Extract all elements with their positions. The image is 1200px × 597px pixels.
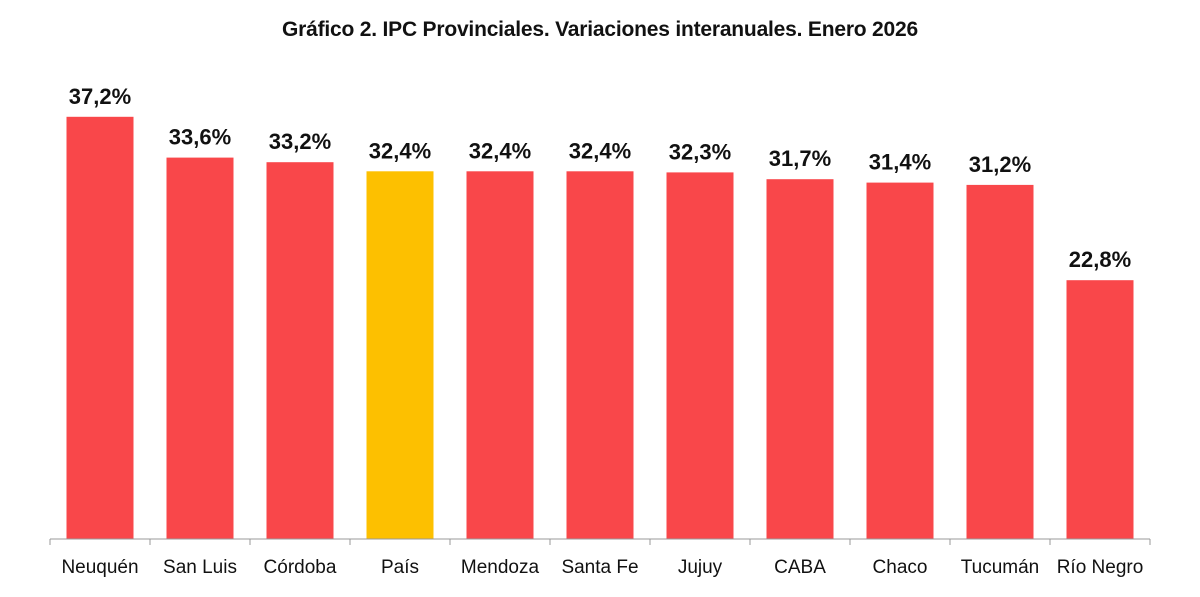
data-label-pais: 32,4% <box>369 138 431 163</box>
bar-neuquen <box>66 116 134 540</box>
tick-label-rio-negro: Río Negro <box>1057 557 1144 578</box>
data-label-neuquen: 37,2% <box>69 84 131 109</box>
bar-jujuy <box>666 172 734 539</box>
data-label-santa-fe: 32,4% <box>569 138 631 163</box>
bar-pais <box>366 171 434 540</box>
tick-label-cordoba: Córdoba <box>264 557 337 578</box>
bar-caba <box>766 179 834 539</box>
bar-chaco <box>866 182 934 539</box>
bar-tucuman <box>966 184 1034 539</box>
tick-labels-group: Neuquén San Luis Córdoba País Mendoza Santa F… <box>61 557 1143 578</box>
bar-san-luis <box>166 157 234 539</box>
tick-label-chaco: Chaco <box>873 557 928 578</box>
tick-label-jujuy: Jujuy <box>678 557 723 578</box>
bar-mendoza <box>466 171 534 540</box>
tick-label-caba: CABA <box>774 557 826 578</box>
data-label-tucuman: 31,2% <box>969 152 1031 177</box>
x-axis <box>49 538 1151 545</box>
data-label-san-luis: 33,6% <box>169 125 231 150</box>
tick-label-mendoza: Mendoza <box>461 557 540 578</box>
data-label-mendoza: 32,4% <box>469 138 531 163</box>
tick-label-pais: País <box>381 557 419 578</box>
data-label-caba: 31,7% <box>769 146 831 171</box>
data-label-cordoba: 33,2% <box>269 129 331 154</box>
tick-label-neuquen: Neuquén <box>61 557 138 578</box>
tick-label-santa-fe: Santa Fe <box>561 557 638 578</box>
data-label-jujuy: 32,3% <box>669 139 731 164</box>
data-label-rio-negro: 22,8% <box>1069 247 1131 272</box>
bar-santa-fe <box>566 171 634 540</box>
bar-rio-negro <box>1066 280 1134 539</box>
data-labels-group: 37,2% 33,6% 33,2% 32,4% 32,4% 32,4% 32,3% 31,7%… <box>69 84 1131 272</box>
tick-label-san-luis: San Luis <box>163 557 237 578</box>
chart-title: Gráfico 2. IPC Provinciales. Variaciones… <box>282 18 918 41</box>
bar-cordoba <box>266 162 334 539</box>
bars-group <box>66 116 1134 540</box>
data-label-chaco: 31,4% <box>869 150 931 175</box>
tick-label-tucuman: Tucumán <box>961 557 1040 578</box>
